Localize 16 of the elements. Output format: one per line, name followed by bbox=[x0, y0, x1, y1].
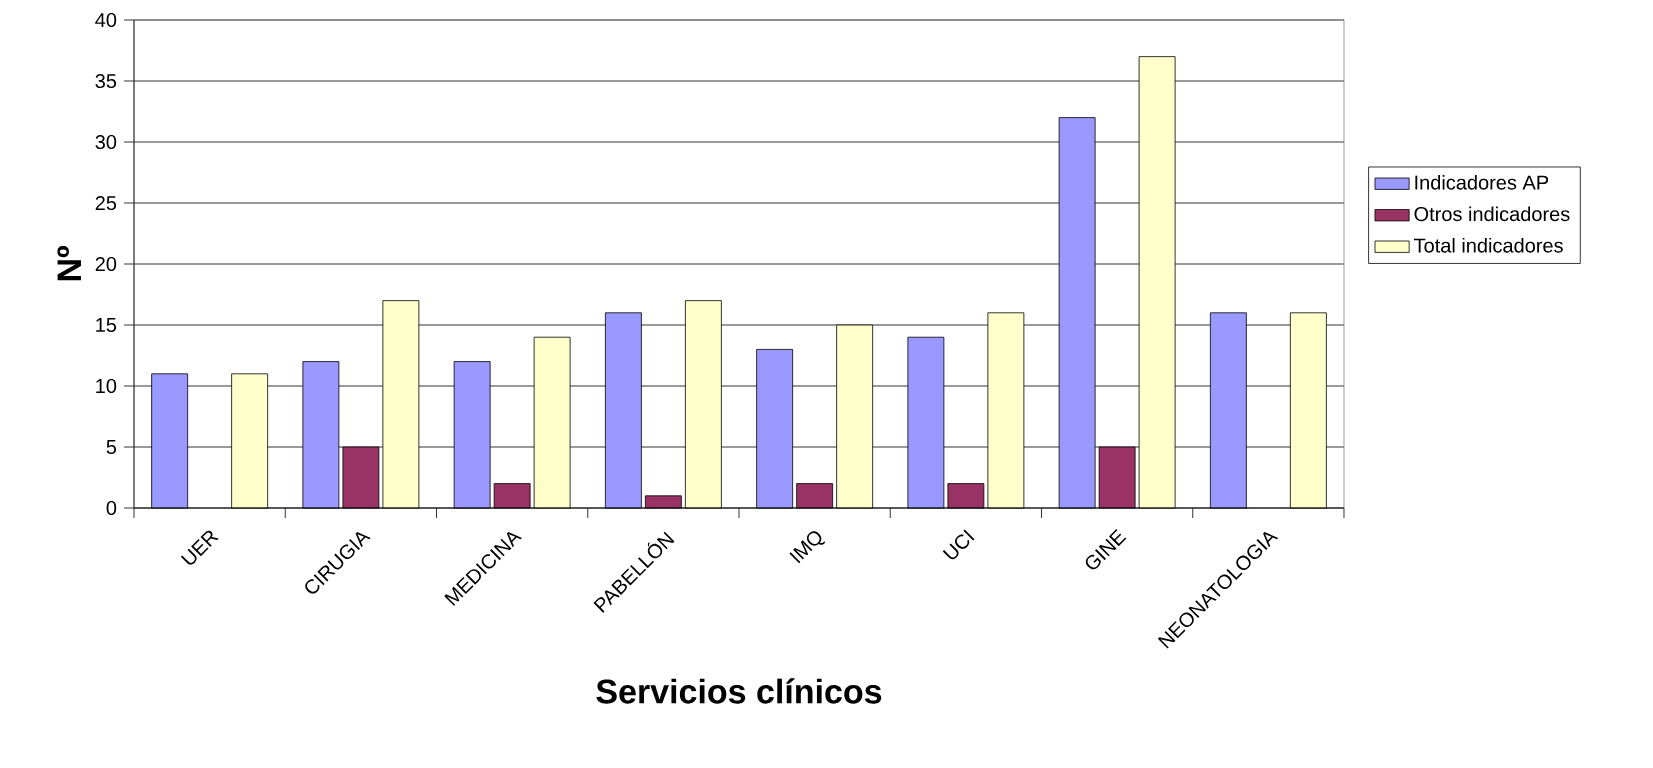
legend-label: Total indicadores bbox=[1413, 237, 1563, 253]
x-tick-label: IMQ bbox=[789, 531, 826, 564]
x-tick-label: UCI bbox=[942, 529, 975, 560]
y-tick-label: 25 bbox=[95, 195, 117, 211]
y-axis-title: Nº bbox=[57, 246, 81, 281]
y-tick-label: 5 bbox=[106, 440, 117, 454]
y-tick-label: 20 bbox=[95, 256, 117, 272]
y-tick-label: 0 bbox=[106, 500, 117, 516]
y-tick-label: 35 bbox=[95, 73, 117, 89]
y-tick-label: 15 bbox=[96, 318, 117, 332]
y-tick-label: 40 bbox=[95, 12, 117, 28]
y-tick-label: 30 bbox=[95, 134, 117, 150]
x-axis-title: Servicios clínicos bbox=[596, 678, 882, 704]
y-tick-label: 10 bbox=[96, 378, 117, 394]
legend-label: Indicadores AP bbox=[1415, 174, 1549, 190]
legend-label: Otros indicadores bbox=[1414, 206, 1570, 222]
